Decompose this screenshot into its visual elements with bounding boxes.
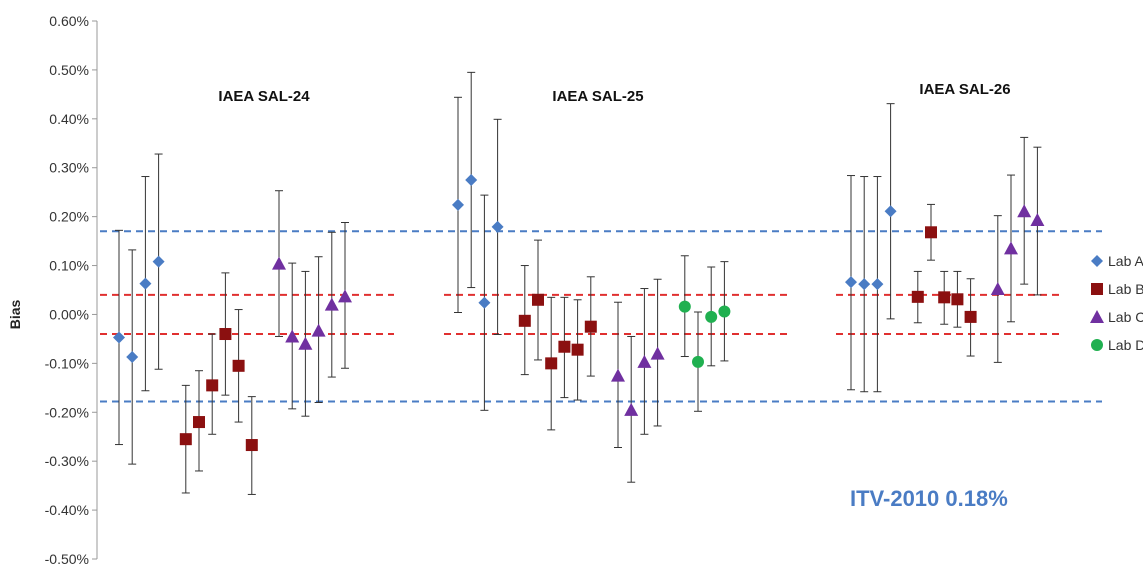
y-axis-ticks: 0.60% 0.50% 0.40% 0.30% 0.20% 0.10% 0.00% -0.10… bbox=[45, 13, 97, 567]
legend-label: Lab B bbox=[1108, 281, 1143, 297]
data-point-triangle bbox=[637, 354, 652, 368]
data-point-square bbox=[219, 328, 232, 341]
data-point-square bbox=[584, 320, 597, 333]
legend-label: Lab A bbox=[1108, 253, 1143, 269]
y-tick-label: -0.20% bbox=[45, 404, 89, 420]
data-point-triangle bbox=[298, 336, 313, 350]
y-tick-label: 0.50% bbox=[49, 62, 89, 78]
y-tick-label: -0.10% bbox=[45, 355, 89, 371]
data-point-diamond bbox=[152, 255, 165, 268]
legend-marker bbox=[1090, 310, 1104, 323]
data-point-triangle bbox=[285, 329, 300, 343]
legend-marker bbox=[1091, 255, 1103, 267]
data-point-diamond bbox=[465, 173, 478, 186]
data-point-square bbox=[193, 416, 205, 429]
data-point-circle bbox=[678, 300, 691, 313]
data-point-square bbox=[571, 343, 584, 356]
data-point-square bbox=[545, 357, 558, 370]
data-point-square bbox=[911, 290, 924, 303]
itv-annotation: ITV-2010 0.18% bbox=[850, 486, 1008, 511]
data-point-square bbox=[245, 439, 258, 452]
data-point-diamond bbox=[452, 198, 464, 211]
legend-label: Lab C bbox=[1108, 309, 1143, 325]
data-point-triangle bbox=[338, 289, 352, 303]
data-point-triangle bbox=[650, 346, 665, 360]
y-tick-label: 0.20% bbox=[49, 209, 89, 225]
data-point-triangle bbox=[1030, 213, 1045, 227]
data-point-triangle bbox=[611, 368, 625, 382]
data-point-triangle bbox=[624, 402, 639, 416]
y-tick-label: 0.30% bbox=[49, 160, 89, 176]
data-point-square bbox=[964, 310, 977, 323]
y-tick-label: -0.30% bbox=[45, 453, 89, 469]
data-point-diamond bbox=[139, 277, 152, 290]
data-point-diamond bbox=[871, 278, 884, 291]
data-point-diamond bbox=[478, 296, 491, 309]
data-point-triangle bbox=[990, 282, 1005, 296]
data-point-diamond bbox=[845, 276, 857, 289]
y-tick-label: 0.40% bbox=[49, 111, 89, 127]
data-point-circle bbox=[718, 305, 731, 318]
group-titles: IAEA SAL-24 IAEA SAL-25 IAEA SAL-26 bbox=[218, 81, 1010, 105]
data-point-circle bbox=[692, 355, 704, 368]
data-point-square bbox=[532, 293, 544, 306]
data-point-square bbox=[951, 293, 964, 306]
data-point-triangle bbox=[272, 256, 286, 270]
data-point-square bbox=[518, 314, 531, 327]
data-point-square bbox=[938, 291, 951, 304]
data-point-diamond bbox=[491, 220, 504, 233]
group-title: IAEA SAL-26 bbox=[919, 81, 1010, 98]
data-point-square bbox=[179, 433, 192, 446]
y-tick-label: -0.50% bbox=[45, 551, 89, 567]
legend-marker bbox=[1091, 339, 1103, 351]
group-title: IAEA SAL-24 bbox=[218, 88, 310, 105]
data-point-diamond bbox=[884, 205, 897, 218]
data-point-square bbox=[232, 359, 245, 372]
data-point-triangle bbox=[324, 297, 339, 311]
y-tick-label: -0.40% bbox=[45, 502, 89, 518]
data-markers bbox=[113, 173, 1045, 452]
data-point-diamond bbox=[126, 351, 139, 364]
data-point-square bbox=[925, 226, 937, 239]
y-axis-label: Bias bbox=[7, 299, 23, 329]
data-point-triangle bbox=[1017, 204, 1032, 218]
reference-lines bbox=[100, 230, 1102, 403]
data-point-diamond bbox=[858, 278, 871, 291]
y-tick-label: 0.10% bbox=[49, 258, 89, 274]
data-point-square bbox=[558, 340, 571, 353]
y-tick-label: 0.60% bbox=[49, 13, 89, 29]
legend: Lab A Lab B Lab C Lab D bbox=[1090, 253, 1143, 353]
y-tick-label: 0.00% bbox=[49, 306, 89, 322]
legend-label: Lab D bbox=[1108, 337, 1143, 353]
data-point-triangle bbox=[1004, 241, 1018, 255]
data-point-circle bbox=[705, 310, 718, 323]
data-point-square bbox=[206, 379, 219, 392]
legend-marker bbox=[1091, 283, 1103, 295]
data-point-diamond bbox=[113, 331, 125, 344]
data-point-triangle bbox=[311, 323, 326, 337]
group-title: IAEA SAL-25 bbox=[552, 88, 643, 105]
error-bars bbox=[115, 71, 1042, 495]
